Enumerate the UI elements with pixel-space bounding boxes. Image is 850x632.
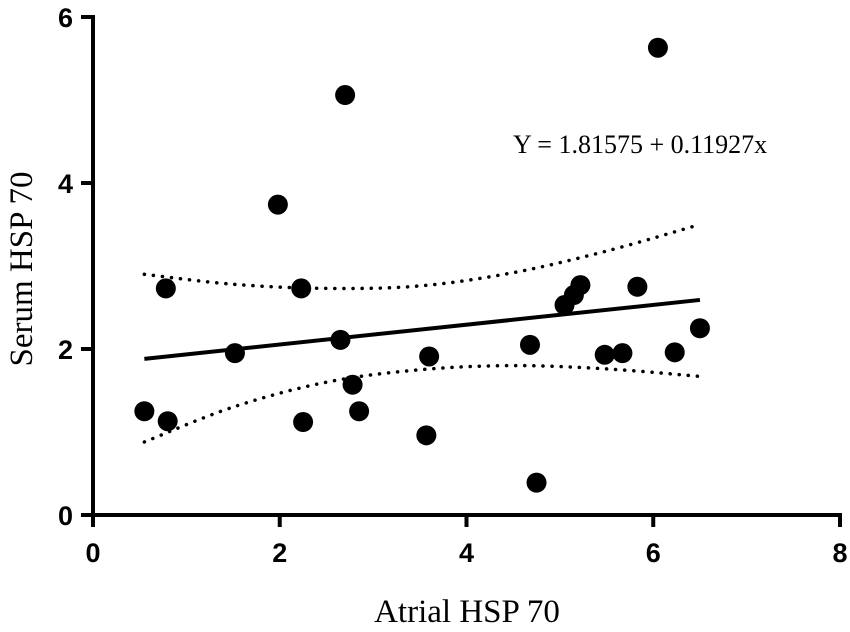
data-point [224, 343, 245, 364]
regression-equation: Y = 1.81575 + 0.11927x [513, 130, 767, 159]
data-point [689, 318, 710, 339]
data-point [570, 275, 591, 296]
data-point [627, 276, 648, 297]
data-point [647, 37, 668, 58]
data-point [416, 425, 437, 446]
data-point [267, 194, 288, 215]
data-point [612, 343, 633, 364]
x-tick-label: 0 [85, 538, 100, 568]
confidence-band-lower [142, 363, 702, 444]
x-axis-title: Atrial HSP 70 [374, 594, 560, 630]
x-tick-label: 2 [272, 538, 287, 568]
data-point [330, 329, 351, 350]
data-point [519, 334, 540, 355]
data-point [342, 374, 363, 395]
confidence-band [142, 222, 702, 444]
y-tick-label: 6 [58, 3, 73, 33]
data-point [335, 85, 356, 106]
data-point [526, 472, 547, 493]
axes: 0 2 4 6 8 0 2 4 6 [58, 3, 848, 568]
data-point [349, 401, 370, 422]
y-tick-label: 4 [58, 169, 73, 199]
data-point [157, 411, 178, 432]
data-point [664, 342, 685, 363]
data-point [155, 278, 176, 299]
y-tick-label: 0 [58, 501, 73, 531]
data-point [293, 412, 314, 433]
data-point [134, 401, 155, 422]
y-axis-title: Serum HSP 70 [4, 172, 40, 367]
data-point [594, 344, 615, 365]
x-tick-label: 6 [646, 538, 661, 568]
data-point [419, 346, 440, 367]
y-tick-label: 2 [58, 335, 73, 365]
data-point [291, 278, 312, 299]
data-points [134, 37, 710, 493]
x-tick-label: 8 [832, 538, 847, 568]
x-tick-label: 4 [459, 538, 474, 568]
confidence-band-upper [142, 222, 702, 291]
